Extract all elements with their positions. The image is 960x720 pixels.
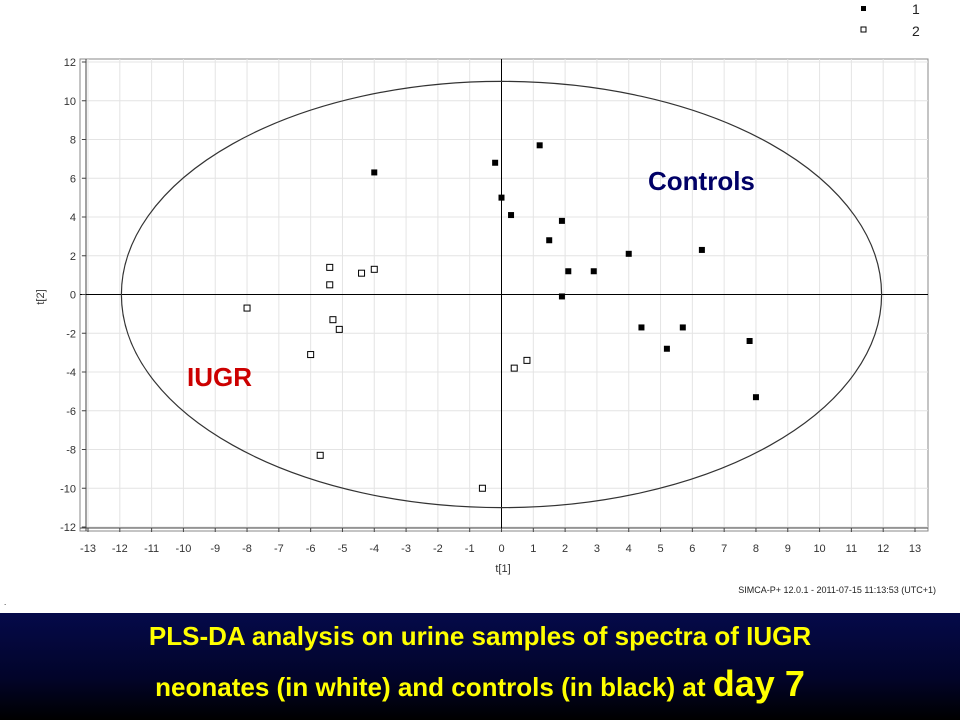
x-tick-label: -4 [369,543,379,555]
point-series-1 [565,268,572,275]
y-tick-label: -6 [66,406,76,418]
point-series-1 [492,159,499,166]
x-tick-label: -6 [306,543,316,555]
point-series-1 [546,237,553,244]
point-series-2 [316,451,324,459]
x-tick-label: 3 [594,543,600,555]
x-tick-label: -3 [401,543,411,555]
x-tick-label: 12 [877,543,889,555]
software-footer: SIMCA-P+ 12.0.1 - 2011-07-15 11:13:53 (U… [738,585,936,595]
x-tick-label: 0 [498,543,504,555]
point-series-2 [307,351,315,359]
point-series-1 [625,250,632,257]
x-tick-label: -9 [210,543,220,555]
y-axis-title: t[2] [35,289,47,304]
point-series-2 [370,265,378,273]
x-tick-label: -7 [274,543,284,555]
x-tick-label: -2 [433,543,443,555]
point-series-2 [358,269,366,277]
y-tick-label: 0 [70,290,76,302]
point-series-2 [478,484,486,492]
y-tick-label: 8 [70,135,76,147]
point-series-1 [746,338,753,344]
caption-line-2: neonates (in white) and controls (in bla… [0,663,960,705]
point-series-1 [498,194,505,201]
x-tick-label: 5 [657,543,663,555]
point-series-1 [558,217,565,224]
point-series-2 [326,281,334,289]
caption-emphasis: day 7 [712,663,805,704]
y-tick-label: 4 [70,212,76,224]
x-tick-label: -8 [242,543,252,555]
y-tick-label: 10 [64,96,76,108]
legend-label-series-2: 2 [912,23,920,39]
x-tick-label: 11 [846,543,857,555]
x-tick-label: -13 [80,543,96,555]
annotation-controls: Controls [648,166,755,196]
point-series-1 [508,212,515,219]
point-series-2 [510,364,518,372]
x-tick-label: 9 [785,543,791,555]
y-tick-label: -10 [60,483,76,495]
point-series-1 [698,246,705,253]
x-tick-label: 10 [813,543,825,555]
x-tick-label: -11 [144,543,159,555]
point-series-1 [558,293,565,300]
annotation-iugr: IUGR [187,362,252,392]
point-series-1 [590,268,597,275]
legend: 1 2 [860,1,920,39]
caption-banner: PLS-DA analysis on urine samples of spec… [0,613,960,720]
y-tick-label: -2 [66,328,76,340]
point-series-2 [329,316,337,324]
hotelling-ellipse [120,80,883,509]
point-series-2 [523,356,531,364]
x-tick-label: 2 [562,543,568,555]
point-series-1 [638,324,645,331]
point-series-2 [326,263,334,271]
legend-marker-series-1 [861,6,866,11]
confidence-ellipse [120,80,883,509]
x-tick-label: 7 [721,543,727,555]
y-tick-label: 12 [64,57,76,69]
stray-dot: . [4,598,7,607]
point-series-1 [679,324,686,331]
y-tick-label: 2 [70,251,76,263]
y-tick-label: -12 [60,522,76,534]
x-axis-title: t[1] [495,563,510,575]
point-series-1 [371,169,378,176]
x-tick-label: 8 [753,543,759,555]
caption-line-1: PLS-DA analysis on urine samples of spec… [148,621,812,651]
tick-labels: -13 -12 -11 -10 -9 -8 -7 -6 -5 -4 -3 -2 -1 0 1 2 3 4 5 6 7 8 9… [60,57,921,555]
point-series-1 [752,394,759,401]
y-tick-label: -4 [66,367,76,379]
x-tick-label: -5 [338,543,348,555]
data-points [243,142,759,492]
x-tick-label: -10 [175,543,191,555]
legend-marker-series-2 [860,26,867,33]
caption-line-2-text: neonates (in white) and controls (in bla… [155,672,713,702]
x-tick-label: -12 [112,543,128,555]
x-tick-label: 6 [689,543,695,555]
point-series-2 [335,325,343,333]
y-tick-label: -8 [66,445,76,457]
point-series-2 [243,304,251,312]
point-series-1 [663,345,670,352]
x-tick-label: 4 [626,543,632,555]
pls-da-scatter-chart: -13 -12 -11 -10 -9 -8 -7 -6 -5 -4 -3 -2 -1 0 1 2 3 4 5 6 7 8 9… [35,1,929,575]
x-tick-label: 13 [909,543,921,555]
point-series-1 [536,142,543,149]
x-tick-label: -1 [465,543,475,555]
legend-label-series-1: 1 [912,1,920,17]
y-tick-label: 6 [70,173,76,185]
x-tick-label: 1 [530,543,536,555]
